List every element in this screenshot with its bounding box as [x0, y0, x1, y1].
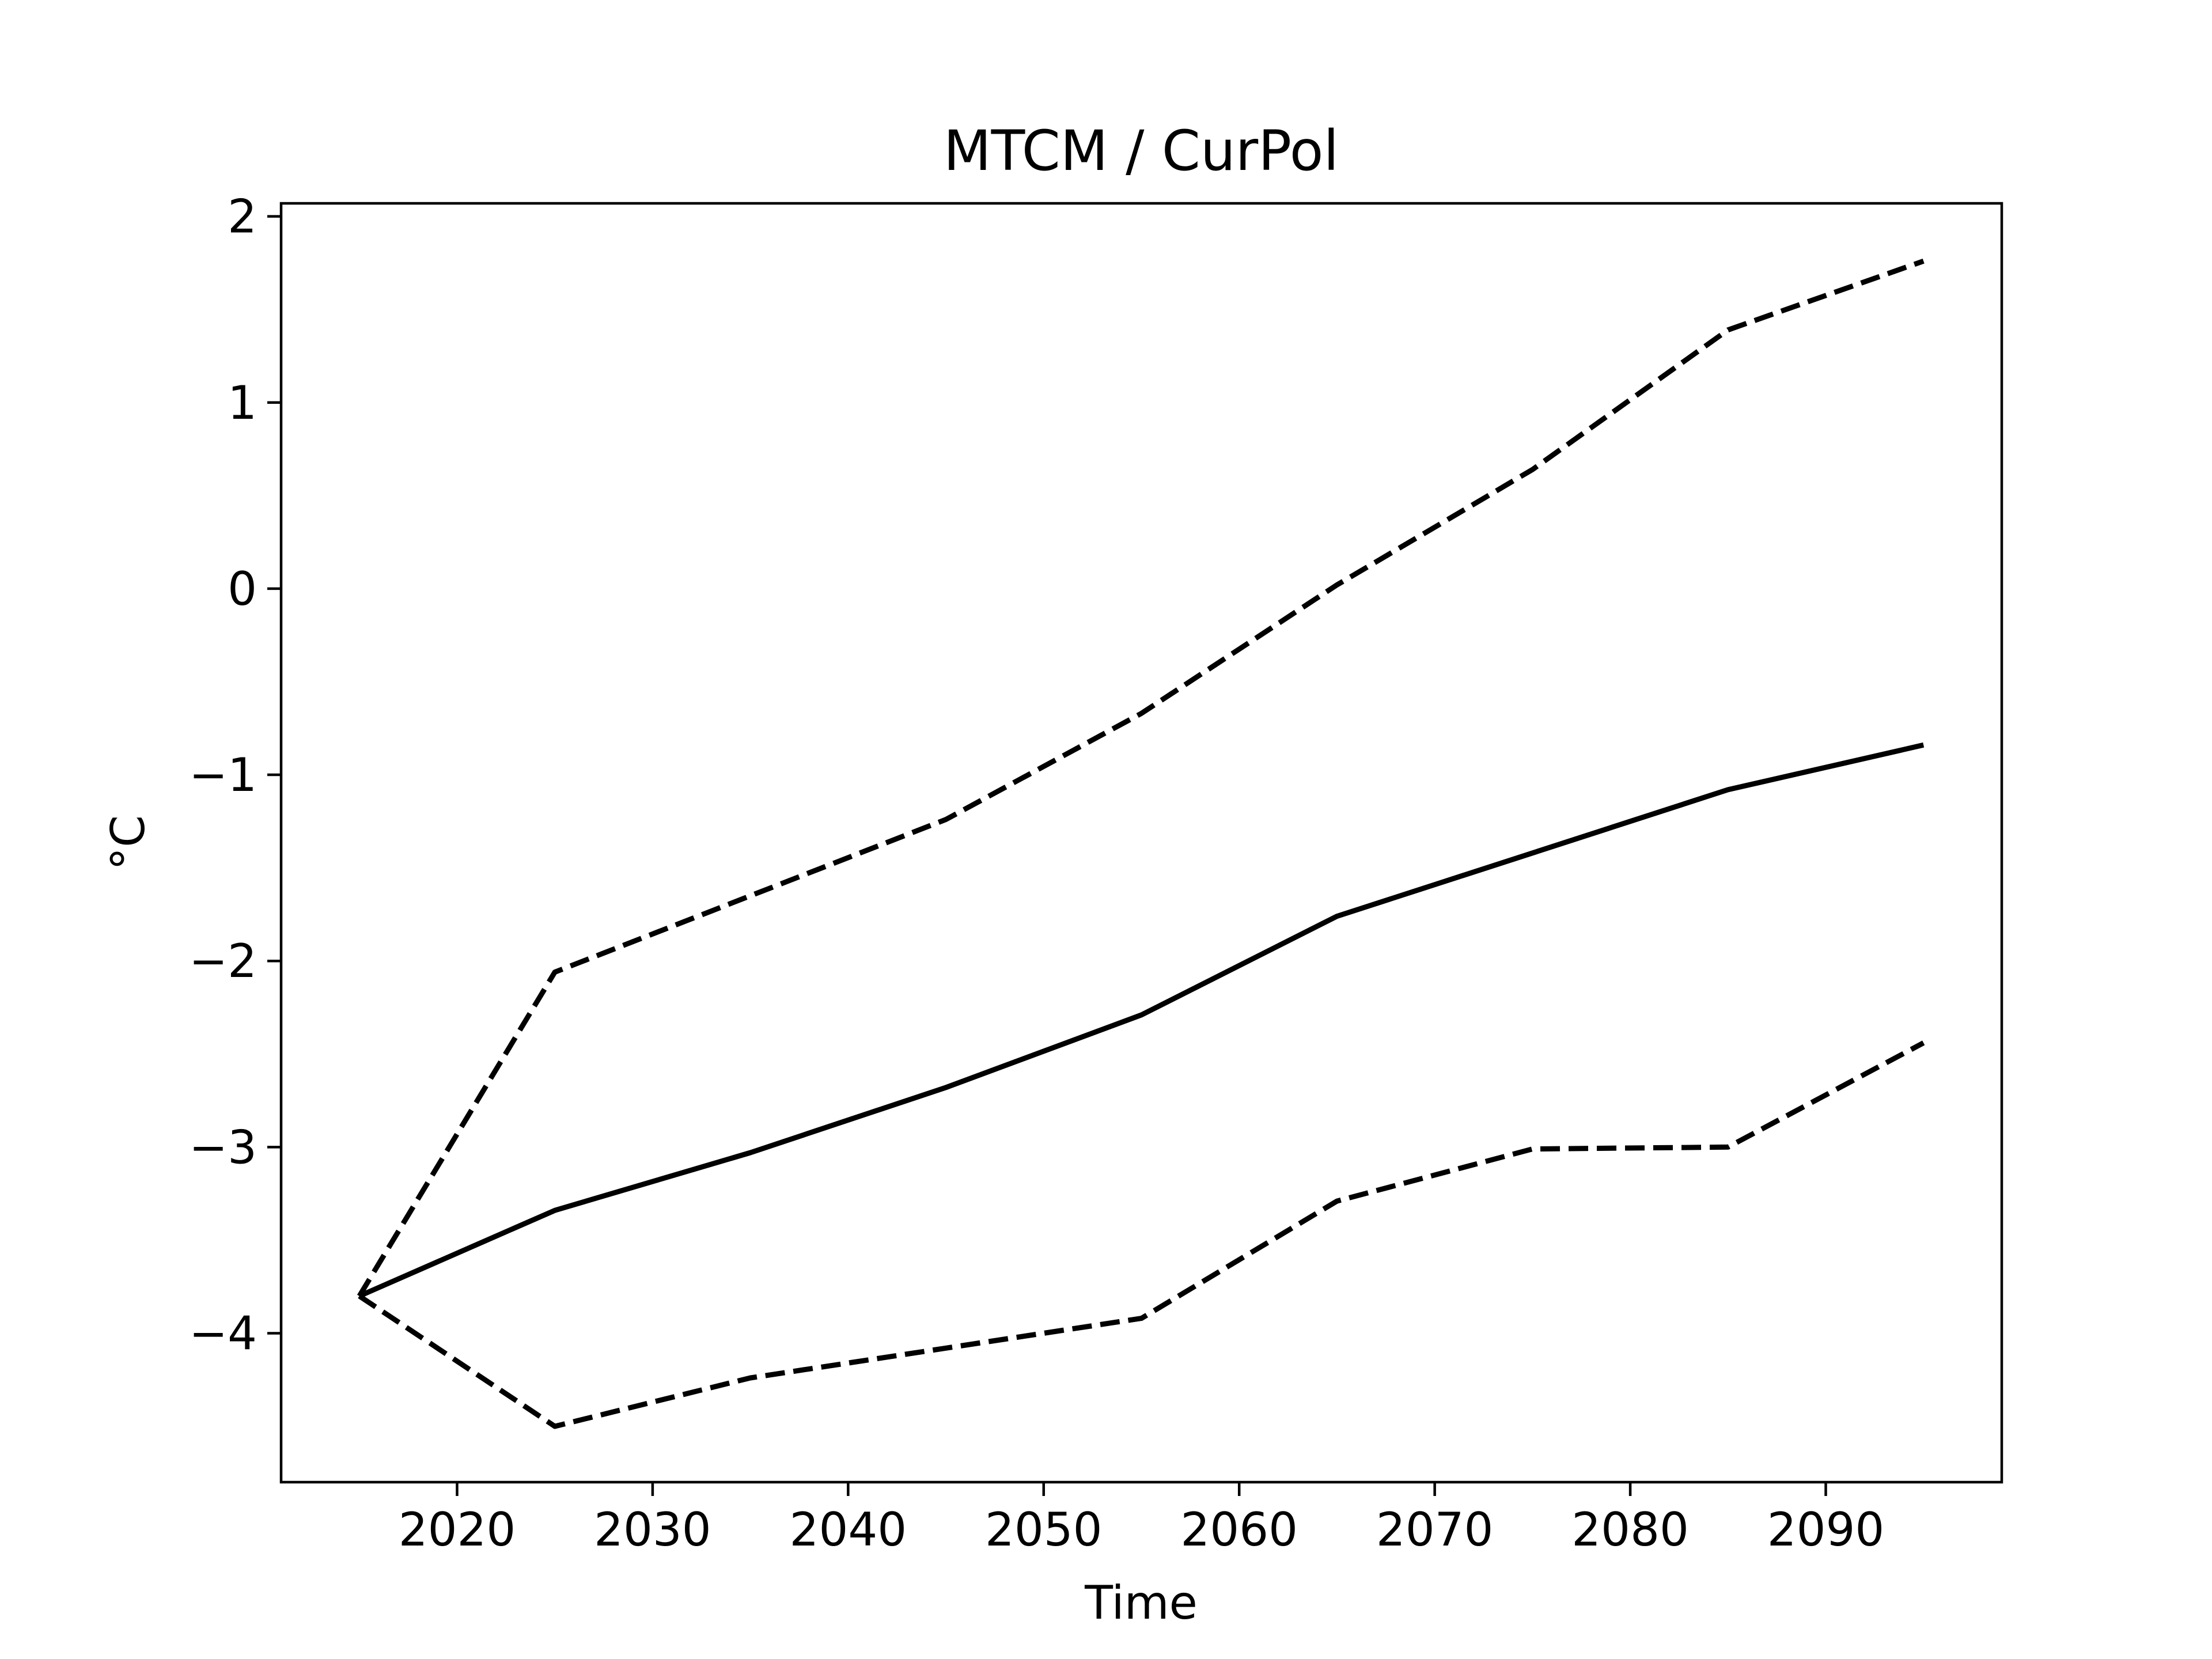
solid-series-line-0 — [358, 742, 1925, 1299]
x-axis: 2020 2030 2040 2050 2060 2070 2080 2090 — [399, 1482, 1885, 1556]
plot-frame — [279, 202, 2003, 1484]
y-tick-label: 0 — [228, 562, 257, 616]
y-tick-label: 1 — [228, 376, 257, 430]
dashed-series-line-2 — [358, 1040, 1925, 1429]
x-tick-label: 2070 — [1376, 1503, 1494, 1556]
x-tick-label: 2080 — [1571, 1503, 1689, 1556]
y-tick-label: −1 — [189, 748, 257, 802]
x-tick-label: 2060 — [1180, 1503, 1298, 1556]
x-tick-label: 2020 — [399, 1503, 516, 1556]
chart-title: MTCM / CurPol — [944, 119, 1339, 183]
x-tick-label: 2050 — [985, 1503, 1103, 1556]
x-tick-label: 2090 — [1767, 1503, 1885, 1556]
x-axis-label: Time — [1084, 1576, 1198, 1630]
dashed-series-line-1 — [357, 258, 1925, 1298]
y-tick-label: −4 — [189, 1306, 257, 1360]
x-tick-label: 2040 — [790, 1503, 907, 1556]
y-tick-label: −2 — [189, 934, 257, 988]
y-tick-label: −3 — [189, 1120, 257, 1174]
y-axis: 2 1 0 −1 −2 −3 −4 — [189, 190, 281, 1360]
x-tick-label: 2030 — [594, 1503, 711, 1556]
y-tick-label: 2 — [228, 190, 257, 244]
y-axis-label: °C — [101, 815, 155, 870]
series-layer — [357, 258, 1925, 1429]
